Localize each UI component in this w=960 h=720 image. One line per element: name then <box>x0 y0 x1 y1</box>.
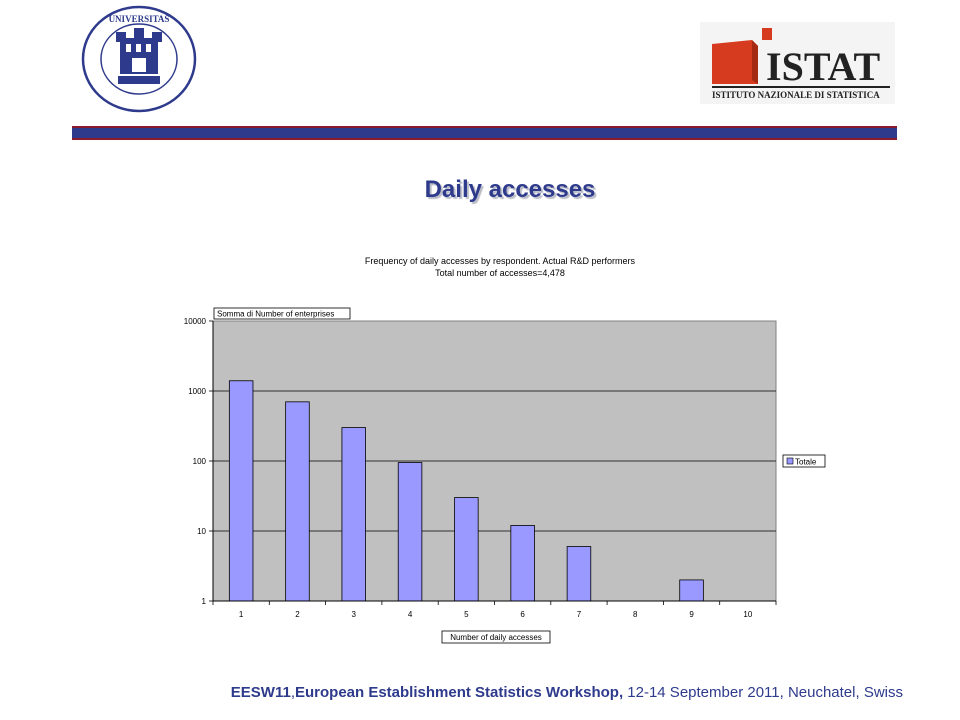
x-tick-label: 7 <box>577 610 582 619</box>
bar-1 <box>228 380 254 602</box>
bar-7 <box>566 546 592 602</box>
bars <box>228 380 704 602</box>
svg-text:ISTAT: ISTAT <box>766 44 880 89</box>
footer-workshop: European Establishment Statistics Worksh… <box>294 684 624 701</box>
istat-logo: ISTAT ISTITUTO NAZIONALE DI STATISTICA <box>700 22 895 104</box>
x-tick-label: 1 <box>239 610 244 619</box>
bar-2 <box>285 401 310 602</box>
bar-4 <box>397 462 423 602</box>
x-tick-label: 10 <box>743 610 752 619</box>
chart-title: Frequency of daily accesses by responden… <box>365 256 636 266</box>
x-tick-label: 4 <box>408 610 413 619</box>
x-axis-title: Number of daily accesses <box>450 633 542 642</box>
legend-label-totale: Totale <box>795 458 817 467</box>
slide-title: Daily accesses <box>424 176 596 203</box>
chart-subtitle: Total number of accesses=4,478 <box>435 268 565 278</box>
x-tick-label: 9 <box>689 610 694 619</box>
field-button[interactable]: Somma di Number of enterprises <box>213 307 351 320</box>
x-tick-label: 3 <box>352 610 357 619</box>
svg-text:ISTITUTO NAZIONALE DI STATISTI: ISTITUTO NAZIONALE DI STATISTICA <box>712 90 880 100</box>
x-axis: 1 2 3 4 5 6 7 8 9 10 <box>212 600 777 619</box>
x-axis-title-button[interactable]: Number of daily accesses <box>441 630 551 644</box>
x-tick-label: 2 <box>295 610 300 619</box>
y-tick-label: 1 <box>202 597 207 606</box>
y-tick-label: 10 <box>197 527 206 536</box>
legend-swatch <box>786 457 794 465</box>
y-tick-label: 1000 <box>188 387 206 396</box>
x-tick-label: 5 <box>464 610 469 619</box>
svg-text:UNIVERSITAS: UNIVERSITAS <box>109 14 170 24</box>
legend: Totale <box>782 454 826 468</box>
bar-5 <box>454 497 479 602</box>
footer-details: 12-14 September 2011, Neuchatel, Swiss <box>623 684 903 701</box>
y-axis: 1 10 100 1000 10000 <box>184 317 214 606</box>
footer-event-sep: , <box>290 684 295 701</box>
bar-9 <box>679 579 704 602</box>
field-button-label: Somma di Number of enterprises <box>217 310 334 319</box>
x-tick-label: 6 <box>520 610 525 619</box>
y-tick-label: 10000 <box>184 317 207 326</box>
header-bar <box>72 126 897 140</box>
footer-event: EESW11 <box>230 684 291 701</box>
bar-6 <box>510 525 535 602</box>
x-tick-label: 8 <box>633 610 638 619</box>
bar-3 <box>341 427 366 602</box>
bar-chart: Frequency of daily accesses by responden… <box>184 256 826 644</box>
y-tick-label: 100 <box>193 457 207 466</box>
university-seal-logo: UNIVERSITAS <box>81 5 197 113</box>
footer: EESW11,European Establishment Statistics… <box>0 684 903 701</box>
